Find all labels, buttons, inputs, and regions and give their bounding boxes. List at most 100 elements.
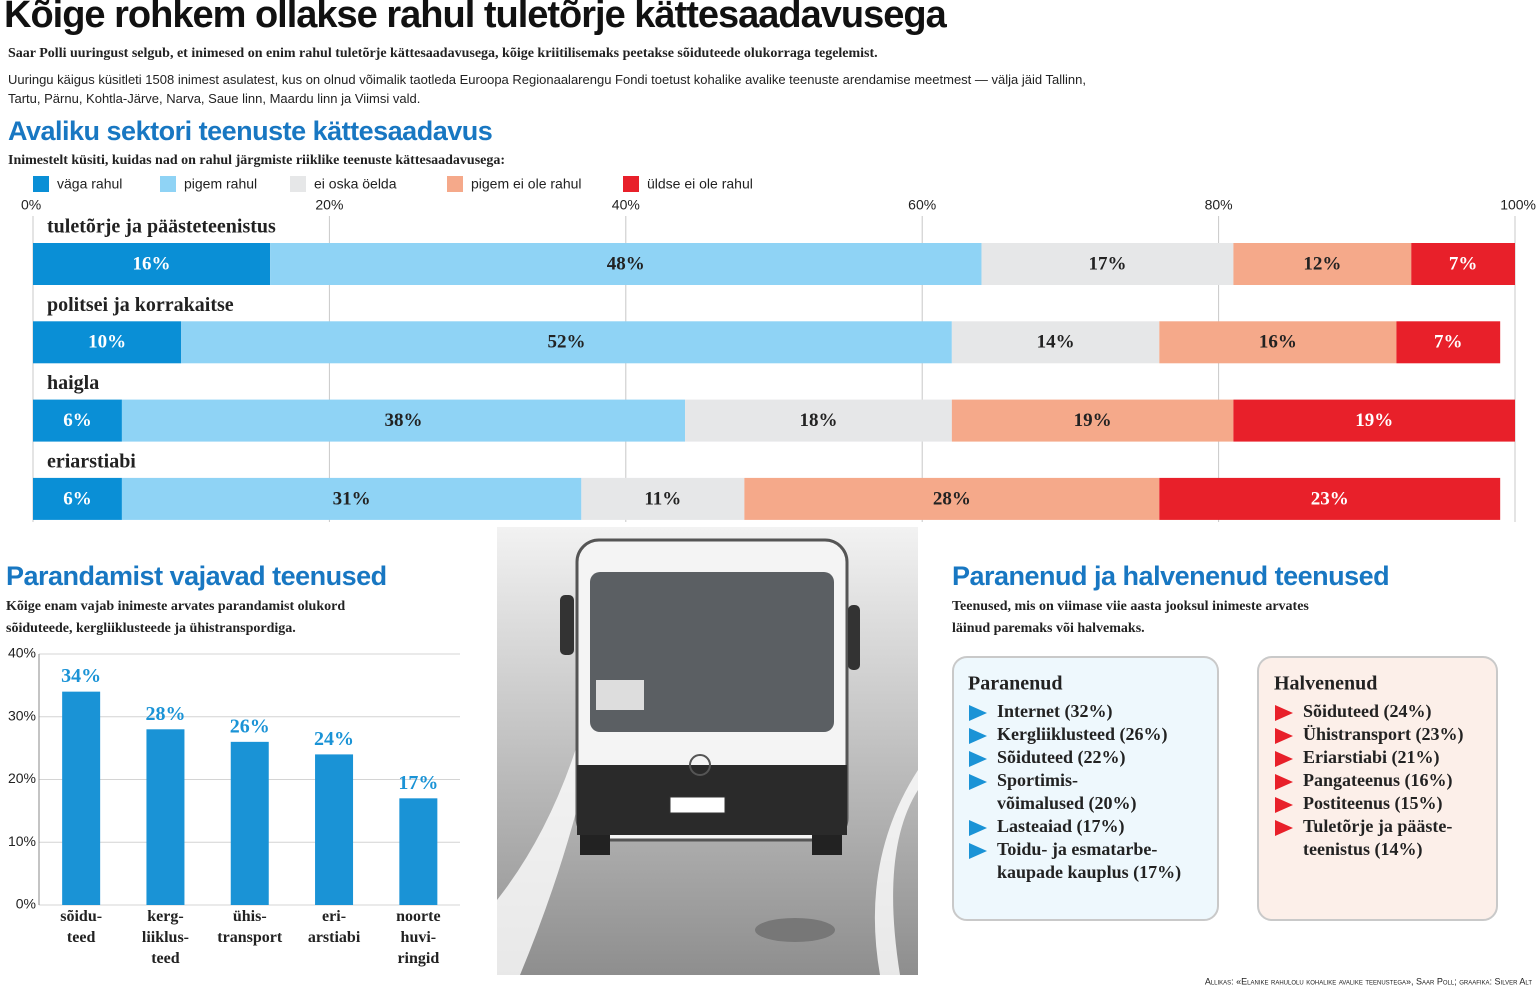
value-label: 38% — [385, 410, 423, 431]
value-label: 12% — [1303, 253, 1341, 274]
list-item: Tuletõrje ja pääste-teenistus (14%) — [1303, 816, 1452, 860]
legend-swatch — [290, 176, 306, 192]
x-tick-label: 100% — [1500, 197, 1536, 213]
legend-label: väga rahul — [57, 176, 122, 192]
value-label: 6% — [63, 410, 92, 431]
bullet — [1275, 705, 1293, 721]
bullet — [969, 751, 987, 767]
value-label: 7% — [1434, 332, 1463, 353]
x-tick-label: 80% — [1205, 197, 1233, 213]
list-item: Postiteenus (15%) — [1303, 793, 1442, 814]
source: Allikas: «Elanike rahulolu kohalike aval… — [1205, 976, 1533, 986]
value-label: 48% — [607, 253, 645, 274]
x-tick-label: 0% — [21, 197, 41, 213]
x-tick-label: sõidu-teed — [60, 908, 102, 946]
bullet — [1275, 774, 1293, 790]
bar-segment — [270, 243, 982, 285]
value-label: 6% — [63, 488, 92, 509]
list-item: Toidu- ja esmatarbe-kaupade kauplus (17%… — [997, 839, 1181, 883]
x-tick-label: kerg-liiklus-teed — [142, 908, 189, 967]
value-label: 28% — [933, 488, 971, 509]
x-tick-label: ühis-transport — [217, 908, 283, 946]
category-label: eriarstiabi — [47, 450, 136, 472]
value-label: 11% — [644, 488, 681, 509]
lead: Saar Polli uuringust selgub, et inimesed… — [8, 46, 878, 61]
category-label: tuletõrje ja päästeteenistus — [47, 216, 276, 238]
list-item: Ühistransport (23%) — [1303, 724, 1464, 745]
chart-title: Avaliku sektori teenuste kättesaadavus — [8, 116, 492, 146]
bar-segment — [951, 399, 1234, 442]
list-item: Sportimis-võimalused (20%) — [997, 770, 1137, 814]
chart-subtitle: Inimestelt küsiti, kuidas nad on rahul j… — [8, 153, 505, 168]
bar — [399, 798, 438, 905]
value-label: 31% — [333, 488, 371, 509]
list-item: Eriarstiabi (21%) — [1303, 747, 1440, 768]
bullet — [969, 843, 987, 859]
legend-swatch — [160, 176, 176, 192]
category-label: politsei ja korrakaitse — [47, 294, 234, 316]
x-tick-label: 60% — [908, 197, 936, 213]
bullet — [1275, 820, 1293, 836]
value-label: 16% — [133, 253, 171, 274]
y-tick-label: 10% — [8, 833, 36, 849]
category-label: haigla — [47, 372, 99, 394]
bar-segment — [1396, 321, 1501, 364]
bullet — [1275, 797, 1293, 813]
bar-segment — [33, 399, 122, 442]
improved-box — [952, 656, 1219, 921]
legend-swatch — [447, 176, 463, 192]
value-label: 16% — [1259, 332, 1297, 353]
bar-segment — [581, 477, 745, 520]
value-label: 34% — [61, 665, 101, 687]
list-item: Kergliiklusteed (26%) — [997, 724, 1167, 745]
y-tick-label: 30% — [8, 707, 36, 723]
bar-segment — [744, 477, 1160, 520]
list-item: Pangateenus (16%) — [1303, 770, 1453, 791]
y-tick-label: 40% — [8, 645, 36, 661]
bar-segment — [181, 321, 952, 364]
legend-label: pigem rahul — [184, 176, 257, 192]
note: Uuringu käigus küsitleti 1508 inimest as… — [8, 72, 1086, 106]
value-label: 24% — [314, 728, 354, 750]
x-tick-label: noorte huvi-ringid — [396, 908, 440, 967]
bar — [230, 741, 269, 905]
chart-title: Parandamist vajavad teenused — [6, 561, 387, 591]
box-title: Halvenenud — [1274, 673, 1377, 695]
panel-subtitle: Teenused, mis on viimase viie aasta jook… — [952, 599, 1309, 636]
value-label: 17% — [1088, 253, 1126, 274]
x-tick-label: eri-arstiabi — [308, 908, 361, 946]
bar-segment — [121, 477, 582, 520]
legend-label: üldse ei ole rahul — [647, 176, 753, 192]
value-label: 19% — [1355, 410, 1393, 431]
bar-segment — [981, 243, 1234, 285]
list-item: Sõiduteed (22%) — [997, 747, 1126, 768]
list-item: Lasteaiad (17%) — [997, 816, 1125, 837]
value-label: 23% — [1311, 488, 1349, 509]
value-label: 28% — [145, 703, 185, 725]
list-item: Internet (32%) — [997, 701, 1112, 722]
bullet — [1275, 751, 1293, 767]
bar-segment — [1233, 399, 1515, 442]
value-label: 10% — [88, 332, 126, 353]
value-label: 17% — [398, 772, 438, 794]
chart-subtitle: Kõige enam vajab inimeste arvates parand… — [6, 599, 345, 636]
bar-segment — [1159, 477, 1501, 520]
bullet — [969, 728, 987, 744]
bus-photo — [497, 527, 918, 975]
x-tick-label: 20% — [315, 197, 343, 213]
bar-segment — [1233, 243, 1412, 285]
bar-segment — [685, 399, 952, 442]
panel-title: Paranenud ja halvenenud teenused — [952, 561, 1389, 591]
box-title: Paranenud — [968, 673, 1062, 695]
bar-segment — [33, 321, 182, 364]
value-label: 18% — [799, 410, 837, 431]
list-item: Sõiduteed (24%) — [1303, 701, 1432, 722]
worsened-box — [1257, 656, 1498, 921]
legend-label: ei oska öelda — [314, 176, 397, 192]
bar-segment — [33, 477, 122, 520]
bar — [62, 691, 101, 905]
bar-segment — [1411, 243, 1515, 285]
y-tick-label: 20% — [8, 770, 36, 786]
